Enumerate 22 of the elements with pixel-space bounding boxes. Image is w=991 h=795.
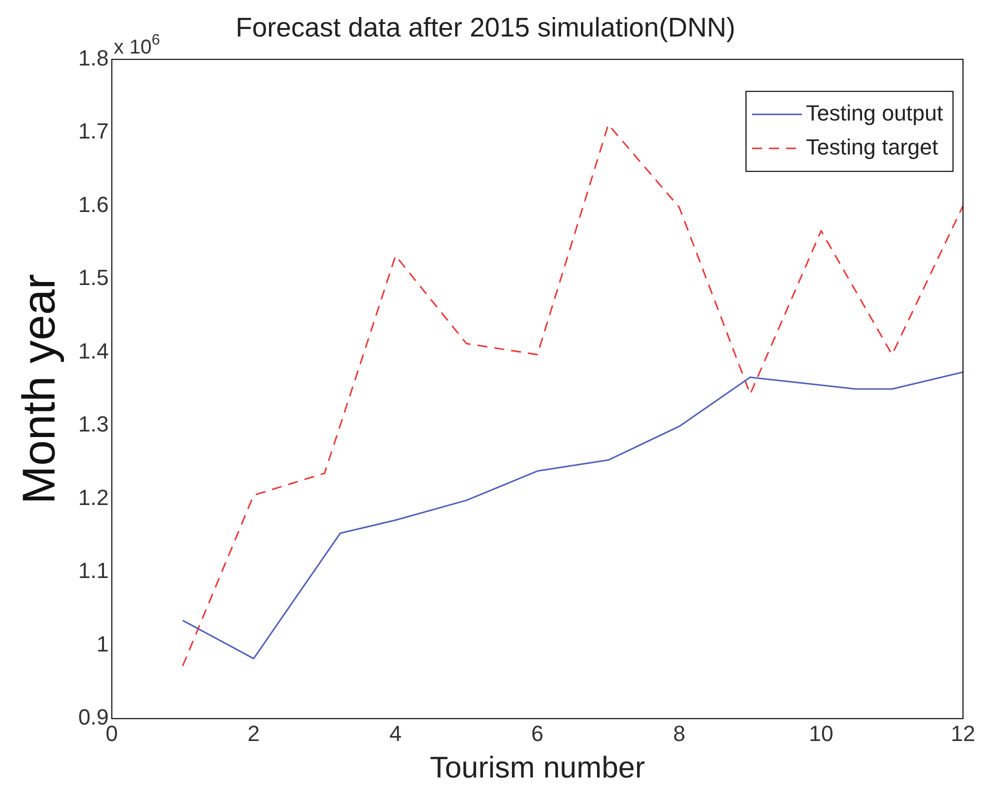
y-tick-label: 1.6 bbox=[78, 192, 109, 217]
x-tick-label: 6 bbox=[531, 720, 544, 746]
y-tick-label: 1 bbox=[96, 631, 109, 656]
x-tick-label: 4 bbox=[389, 720, 402, 746]
y-tick-label: 1.4 bbox=[78, 338, 109, 364]
x-axis-title: Tourism number bbox=[430, 751, 645, 784]
y-axis-title: Month year bbox=[12, 274, 64, 504]
y-tick-label: 1.3 bbox=[78, 412, 109, 437]
x-tick-label: 8 bbox=[673, 720, 686, 746]
line-series bbox=[182, 124, 963, 667]
x-tick-label: 2 bbox=[248, 720, 260, 746]
x-tick-label: 10 bbox=[808, 720, 834, 746]
y-tick-label: 1.2 bbox=[78, 484, 109, 510]
x-tick-label: 12 bbox=[950, 720, 976, 746]
x-tick-label: 0 bbox=[106, 720, 118, 746]
y-tick-label: 1.1 bbox=[78, 558, 109, 584]
legend-label: Testing output bbox=[806, 100, 943, 126]
y-tick-label: 1.5 bbox=[78, 265, 109, 290]
legend-label: Testing target bbox=[806, 134, 938, 160]
y-tick-label: 1.7 bbox=[78, 118, 109, 144]
y-tick-label: 1.8 bbox=[78, 45, 109, 70]
chart-title: Forecast data after 2015 simulation(DNN) bbox=[236, 12, 736, 43]
